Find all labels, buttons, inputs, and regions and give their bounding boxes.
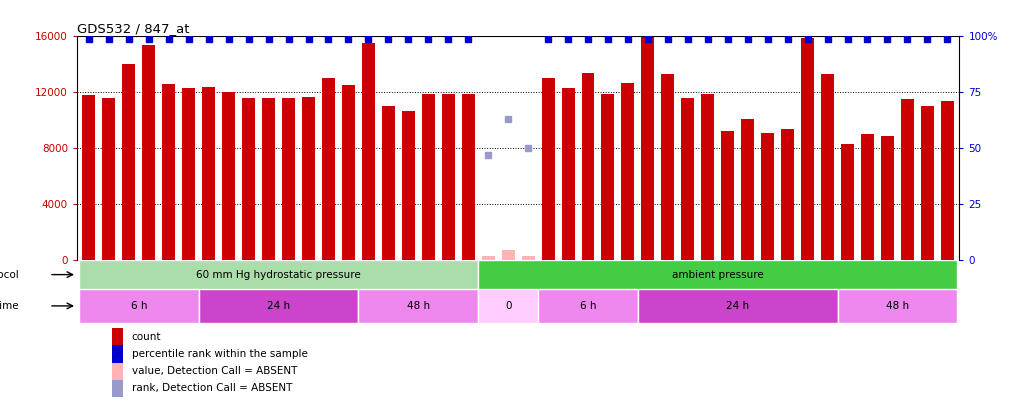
Text: protocol: protocol xyxy=(0,270,19,279)
Bar xyxy=(781,129,794,260)
Text: rank, Detection Call = ABSENT: rank, Detection Call = ABSENT xyxy=(131,384,292,393)
Bar xyxy=(521,256,535,260)
Bar xyxy=(841,144,854,260)
Bar xyxy=(582,73,594,260)
Bar xyxy=(801,38,814,260)
Bar xyxy=(202,87,215,260)
Bar xyxy=(478,289,538,323)
Bar xyxy=(112,362,123,380)
Bar xyxy=(478,260,957,289)
Bar xyxy=(82,95,95,260)
Text: 60 mm Hg hydrostatic pressure: 60 mm Hg hydrostatic pressure xyxy=(196,270,361,279)
Bar xyxy=(662,74,674,260)
Text: 6 h: 6 h xyxy=(580,301,596,311)
Bar xyxy=(601,94,615,260)
Bar xyxy=(941,101,954,260)
Bar xyxy=(622,83,634,260)
Bar xyxy=(442,94,455,260)
Bar xyxy=(302,96,315,260)
Bar xyxy=(542,79,555,260)
Bar xyxy=(223,92,235,260)
Text: time: time xyxy=(0,301,19,311)
Bar xyxy=(162,84,175,260)
Bar xyxy=(199,289,358,323)
Bar xyxy=(183,88,195,260)
Bar xyxy=(79,260,478,289)
Bar xyxy=(462,94,475,260)
Bar xyxy=(861,134,874,260)
Text: 48 h: 48 h xyxy=(885,301,909,311)
Bar xyxy=(481,256,495,260)
Bar xyxy=(741,119,754,260)
Bar xyxy=(901,99,914,260)
Bar xyxy=(538,289,638,323)
Bar xyxy=(402,111,415,260)
Text: ambient pressure: ambient pressure xyxy=(672,270,763,279)
Bar xyxy=(638,289,837,323)
Bar xyxy=(322,79,334,260)
Text: 48 h: 48 h xyxy=(406,301,430,311)
Bar xyxy=(362,43,374,260)
Bar xyxy=(143,45,155,260)
Bar xyxy=(422,94,435,260)
Bar xyxy=(502,250,515,260)
Bar xyxy=(702,94,714,260)
Text: 0: 0 xyxy=(505,301,511,311)
Bar xyxy=(358,289,478,323)
Bar xyxy=(921,107,934,260)
Bar xyxy=(242,98,255,260)
Bar xyxy=(342,85,355,260)
Bar xyxy=(881,136,894,260)
Bar xyxy=(103,98,115,260)
Text: 6 h: 6 h xyxy=(130,301,147,311)
Text: percentile rank within the sample: percentile rank within the sample xyxy=(131,349,308,359)
Bar xyxy=(262,98,275,260)
Bar xyxy=(122,64,135,260)
Bar xyxy=(681,98,695,260)
Bar xyxy=(382,107,395,260)
Bar xyxy=(821,74,834,260)
Bar xyxy=(79,289,199,323)
Text: GDS532 / 847_at: GDS532 / 847_at xyxy=(77,22,190,35)
Bar xyxy=(282,98,295,260)
Bar xyxy=(761,133,775,260)
Bar xyxy=(112,328,123,345)
Bar xyxy=(112,380,123,397)
Bar xyxy=(112,345,123,362)
Text: 24 h: 24 h xyxy=(267,301,290,311)
Bar xyxy=(837,289,957,323)
Bar xyxy=(641,36,655,260)
Text: count: count xyxy=(131,332,161,342)
Text: value, Detection Call = ABSENT: value, Detection Call = ABSENT xyxy=(131,366,298,376)
Text: 24 h: 24 h xyxy=(726,301,749,311)
Bar xyxy=(561,88,575,260)
Bar xyxy=(721,132,735,260)
